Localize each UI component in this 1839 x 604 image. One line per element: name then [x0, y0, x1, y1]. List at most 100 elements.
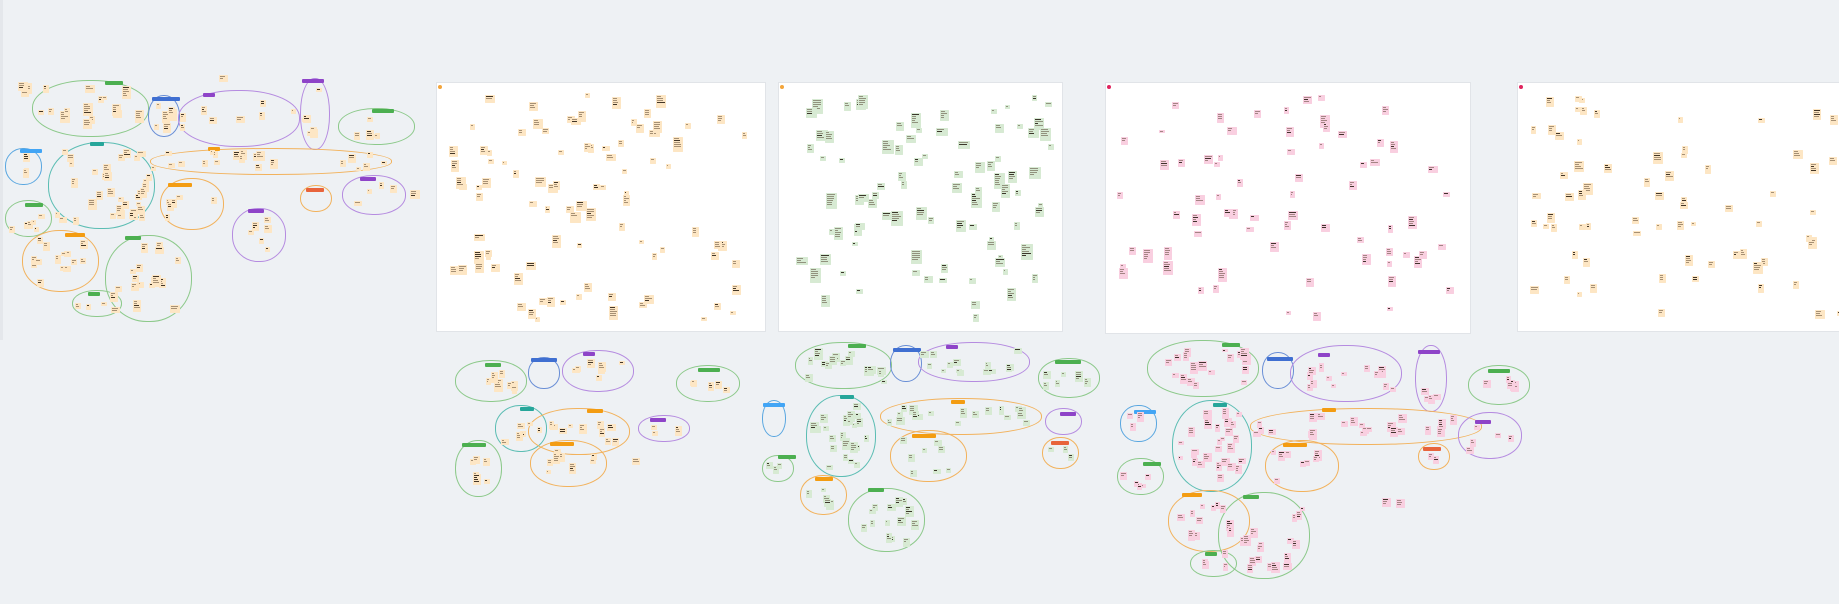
- sticky-note[interactable]: [70, 258, 78, 266]
- sticky-note[interactable]: [730, 310, 737, 316]
- cluster-label-tag[interactable]: [893, 348, 921, 352]
- sticky-note[interactable]: [1198, 287, 1204, 295]
- sticky-note[interactable]: [819, 253, 831, 266]
- sticky-note[interactable]: [568, 462, 577, 474]
- sticky-note[interactable]: [1159, 159, 1169, 170]
- sticky-note[interactable]: [102, 95, 108, 101]
- sticky-note[interactable]: [623, 191, 629, 197]
- affinity-cluster[interactable]: [1468, 365, 1530, 405]
- sticky-note[interactable]: [776, 463, 783, 469]
- sticky-note[interactable]: [938, 277, 947, 284]
- sticky-note[interactable]: [592, 183, 601, 191]
- sticky-note[interactable]: [912, 269, 920, 277]
- sticky-note[interactable]: [1449, 414, 1457, 426]
- sticky-note[interactable]: [59, 216, 67, 223]
- sticky-note[interactable]: [910, 250, 923, 265]
- sticky-note[interactable]: [1137, 412, 1144, 423]
- affinity-cluster[interactable]: [762, 400, 786, 437]
- sticky-note[interactable]: [1285, 127, 1295, 137]
- sticky-note[interactable]: [64, 108, 71, 116]
- sticky-note[interactable]: [152, 275, 161, 288]
- sticky-note[interactable]: [1163, 261, 1173, 275]
- sticky-note[interactable]: [1644, 178, 1651, 187]
- sticky-note[interactable]: [485, 94, 496, 103]
- sticky-note[interactable]: [653, 131, 661, 138]
- sticky-note[interactable]: [855, 418, 863, 428]
- sticky-note[interactable]: [939, 109, 949, 122]
- sticky-note[interactable]: [621, 168, 627, 174]
- sticky-note[interactable]: [575, 294, 582, 300]
- sticky-note[interactable]: [547, 296, 555, 307]
- sticky-note[interactable]: [968, 223, 977, 230]
- sticky-note[interactable]: [1234, 464, 1242, 475]
- sticky-note[interactable]: [1173, 210, 1181, 219]
- sticky-note[interactable]: [1068, 453, 1074, 462]
- sticky-note[interactable]: [1246, 226, 1254, 232]
- cluster-label-tag[interactable]: [698, 368, 720, 372]
- sticky-note[interactable]: [1214, 445, 1223, 453]
- sticky-note[interactable]: [47, 108, 54, 116]
- sticky-note[interactable]: [236, 116, 246, 124]
- sticky-note[interactable]: [1289, 191, 1296, 198]
- sticky-note[interactable]: [868, 199, 877, 209]
- sticky-note[interactable]: [1237, 179, 1243, 188]
- sticky-note[interactable]: [1159, 129, 1165, 134]
- sticky-note[interactable]: [354, 132, 361, 140]
- cluster-label-tag[interactable]: [1182, 493, 1202, 497]
- sticky-note[interactable]: [1217, 155, 1223, 161]
- sticky-note[interactable]: [1469, 438, 1477, 447]
- sticky-note[interactable]: [553, 448, 561, 455]
- sticky-note[interactable]: [708, 382, 715, 392]
- sticky-note[interactable]: [1043, 382, 1049, 391]
- sticky-note[interactable]: [1664, 170, 1675, 181]
- sticky-note[interactable]: [1214, 501, 1221, 510]
- sticky-note[interactable]: [1390, 386, 1397, 392]
- sticky-note[interactable]: [159, 277, 167, 289]
- sticky-note[interactable]: [1530, 286, 1540, 295]
- sticky-note[interactable]: [410, 190, 420, 199]
- sticky-note[interactable]: [1249, 214, 1259, 222]
- sticky-note[interactable]: [952, 182, 963, 193]
- sticky-note[interactable]: [1792, 280, 1800, 289]
- sticky-note[interactable]: [958, 141, 970, 150]
- sticky-note[interactable]: [155, 241, 163, 250]
- sticky-note[interactable]: [1680, 201, 1689, 209]
- sticky-note[interactable]: [153, 124, 160, 131]
- sticky-note[interactable]: [114, 286, 122, 293]
- sticky-note[interactable]: [1387, 224, 1393, 233]
- sticky-note[interactable]: [1165, 358, 1172, 367]
- sticky-note[interactable]: [122, 148, 132, 159]
- sticky-note[interactable]: [992, 202, 1000, 213]
- sticky-note[interactable]: [714, 381, 723, 390]
- sticky-note[interactable]: [1198, 360, 1208, 372]
- sticky-note[interactable]: [851, 241, 859, 247]
- sticky-note[interactable]: [1208, 369, 1215, 375]
- sticky-note[interactable]: [134, 110, 144, 123]
- sticky-note[interactable]: [1249, 527, 1258, 538]
- sticky-note[interactable]: [486, 149, 493, 156]
- sticky-note[interactable]: [31, 220, 37, 225]
- sticky-note[interactable]: [1531, 192, 1541, 200]
- sticky-note[interactable]: [1177, 158, 1185, 168]
- sticky-note[interactable]: [673, 136, 684, 152]
- cluster-label-tag[interactable]: [208, 147, 220, 151]
- cluster-label-tag[interactable]: [1222, 343, 1240, 347]
- sticky-note[interactable]: [98, 95, 105, 103]
- sticky-note[interactable]: [510, 381, 518, 387]
- sticky-note[interactable]: [630, 118, 637, 126]
- sticky-note[interactable]: [290, 108, 297, 114]
- sticky-note[interactable]: [913, 157, 923, 166]
- sticky-note[interactable]: [162, 123, 172, 134]
- sticky-note[interactable]: [1221, 408, 1230, 420]
- cluster-label-tag[interactable]: [1055, 360, 1081, 364]
- sticky-note[interactable]: [606, 424, 616, 431]
- sticky-note[interactable]: [1084, 377, 1091, 387]
- cluster-label-tag[interactable]: [248, 209, 264, 213]
- affinity-cluster[interactable]: [455, 440, 502, 497]
- cluster-label-tag[interactable]: [550, 442, 574, 446]
- sticky-note[interactable]: [644, 295, 655, 305]
- sticky-note[interactable]: [1023, 420, 1030, 426]
- sticky-note[interactable]: [1579, 107, 1588, 116]
- cluster-label-tag[interactable]: [1475, 420, 1491, 424]
